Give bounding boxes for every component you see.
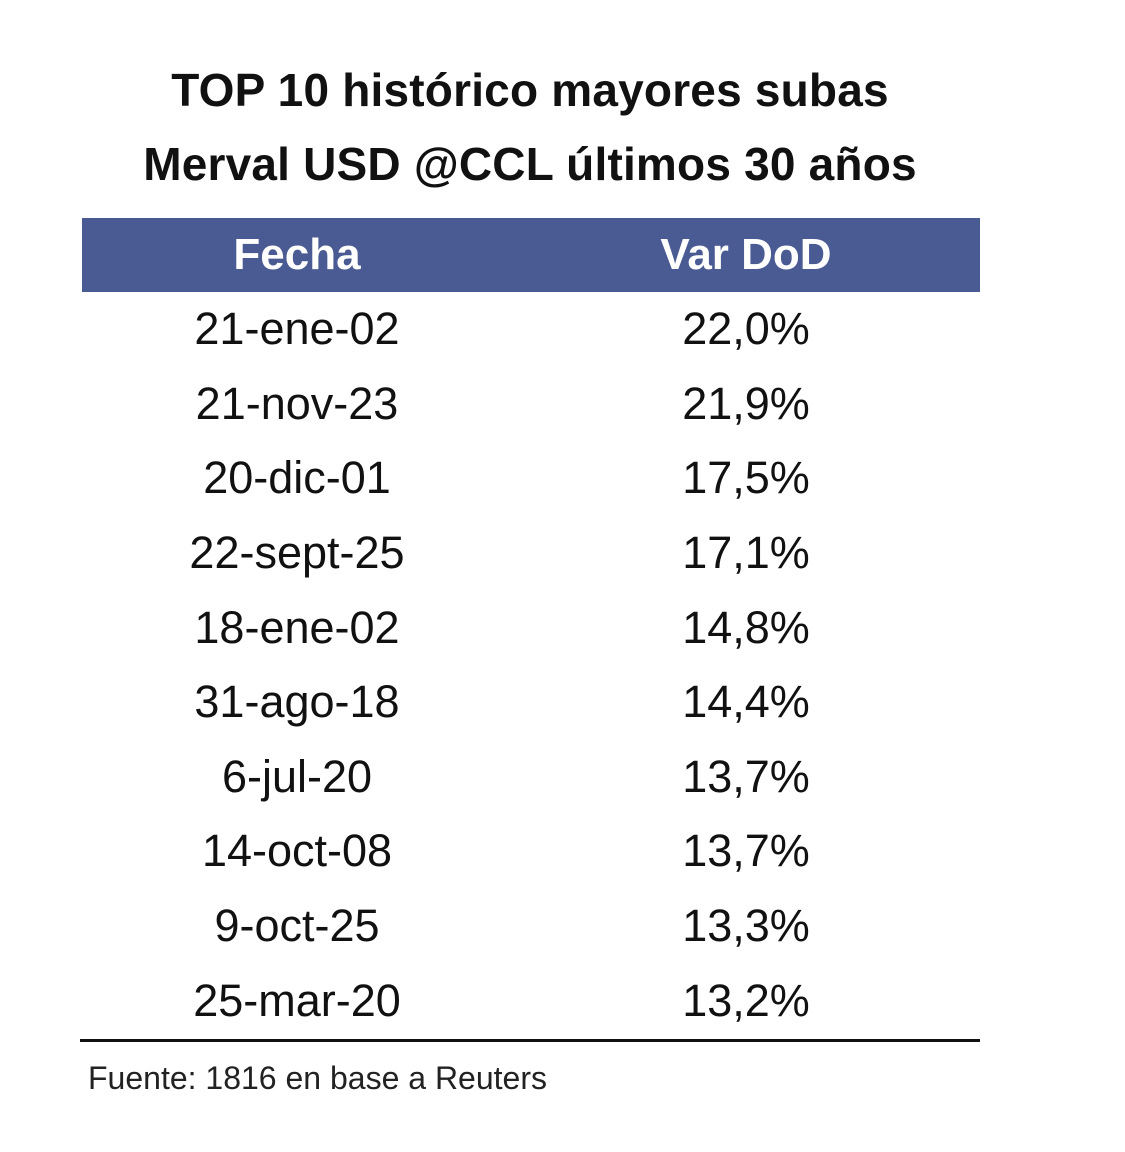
table-bottom-rule [80,1039,980,1042]
data-table: Fecha Var DoD 21-ene-02 22,0% 21-nov-23 21,… [82,218,980,1038]
table-row: 6-jul-20 13,7% [82,740,980,815]
date-cell: 6-jul-20 [221,750,373,802]
var-dod-cell: 14,8% [682,601,810,653]
column-header-fecha: Fecha [233,230,361,279]
date-cell: 18-ene-02 [194,601,400,653]
chart-title-line-2: Merval USD @CCL últimos 30 años [143,138,917,190]
table-row: 9-oct-25 13,3% [82,889,980,964]
table-row: 14-oct-08 13,7% [82,814,980,889]
var-dod-cell: 22,0% [682,303,810,355]
var-dod-cell: 14,4% [682,676,810,728]
var-dod-cell: 13,7% [682,750,810,802]
var-dod-cell: 13,3% [682,900,810,952]
date-cell: 21-ene-02 [194,303,400,355]
date-cell: 31-ago-18 [194,676,400,728]
var-dod-cell: 17,5% [682,452,810,504]
table-row: 18-ene-02 14,8% [82,590,980,665]
table-row: 25-mar-20 13,2% [82,963,980,1038]
table-body: 21-ene-02 22,0% 21-nov-23 21,9% 20-dic-01 17,… [82,292,980,1038]
source-note: Fuente: 1816 en base a Reuters [88,1060,547,1096]
table-row: 31-ago-18 14,4% [82,665,980,740]
table-row: 22-sept-25 17,1% [82,516,980,591]
var-dod-cell: 13,7% [682,825,810,877]
var-dod-cell: 13,2% [682,974,810,1026]
date-cell: 25-mar-20 [193,974,401,1026]
var-dod-cell: 17,1% [682,527,810,579]
date-cell: 21-nov-23 [195,377,399,429]
date-cell: 9-oct-25 [214,900,380,952]
var-dod-cell: 21,9% [682,377,810,429]
date-cell: 22-sept-25 [189,527,405,579]
date-cell: 20-dic-01 [203,452,391,504]
table-row: 21-ene-02 22,0% [82,292,980,367]
date-cell: 14-oct-08 [201,825,393,877]
table-header: Fecha Var DoD [82,218,980,292]
table-row: 20-dic-01 17,5% [82,441,980,516]
column-header-var-dod: Var DoD [660,230,832,279]
chart-title-line-1: TOP 10 histórico mayores subas [171,64,889,116]
table-row: 21-nov-23 21,9% [82,367,980,442]
